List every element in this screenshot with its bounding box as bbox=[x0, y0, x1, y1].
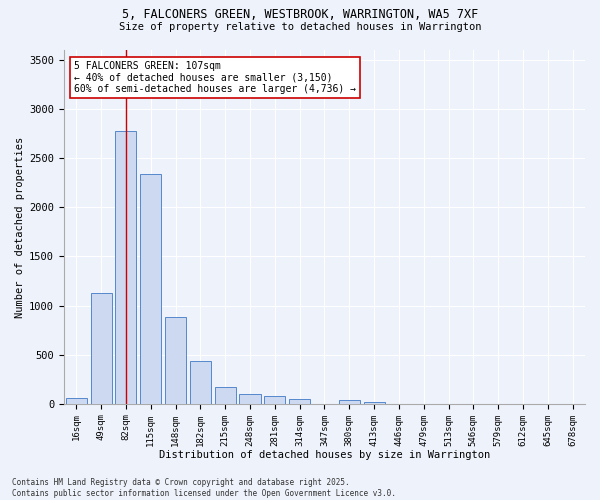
Text: 5 FALCONERS GREEN: 107sqm
← 40% of detached houses are smaller (3,150)
60% of se: 5 FALCONERS GREEN: 107sqm ← 40% of detac… bbox=[74, 60, 356, 94]
X-axis label: Distribution of detached houses by size in Warrington: Distribution of detached houses by size … bbox=[159, 450, 490, 460]
Bar bbox=[239, 394, 260, 404]
Text: Size of property relative to detached houses in Warrington: Size of property relative to detached ho… bbox=[119, 22, 481, 32]
Bar bbox=[140, 174, 161, 404]
Bar bbox=[264, 396, 286, 404]
Bar bbox=[339, 400, 360, 404]
Bar bbox=[364, 402, 385, 404]
Bar bbox=[91, 293, 112, 404]
Text: 5, FALCONERS GREEN, WESTBROOK, WARRINGTON, WA5 7XF: 5, FALCONERS GREEN, WESTBROOK, WARRINGTO… bbox=[122, 8, 478, 20]
Bar bbox=[289, 399, 310, 404]
Bar bbox=[115, 130, 136, 404]
Bar bbox=[165, 318, 186, 404]
Bar bbox=[190, 360, 211, 404]
Bar bbox=[66, 398, 87, 404]
Y-axis label: Number of detached properties: Number of detached properties bbox=[15, 136, 25, 318]
Bar bbox=[215, 387, 236, 404]
Text: Contains HM Land Registry data © Crown copyright and database right 2025.
Contai: Contains HM Land Registry data © Crown c… bbox=[12, 478, 396, 498]
